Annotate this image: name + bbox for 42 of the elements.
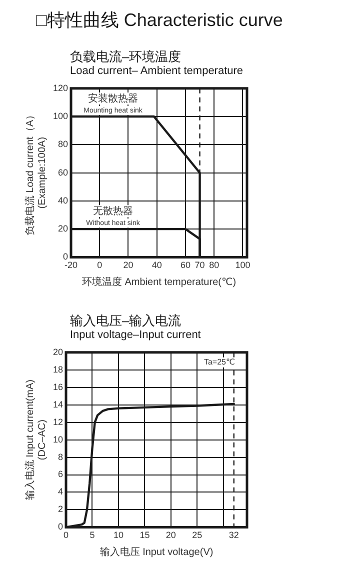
chart-title: 负载电流–环境温度 (70, 48, 182, 66)
x-tick-label: 60 (180, 260, 190, 270)
x-tick-label: 100 (235, 260, 250, 270)
text: □特性曲线 Characteristic curve (36, 9, 283, 32)
y-tick-label: 0 (63, 252, 68, 262)
y-tick-label: 8 (58, 452, 64, 462)
y-axis-title: 输入电流 Input current(mA) (DC–AC) (24, 380, 48, 500)
x-tick-label: 70 (194, 260, 205, 270)
y-tick-label: 20 (58, 224, 68, 234)
y-tick-label: 60 (58, 167, 68, 178)
y-tick-label: 10 (52, 434, 64, 444)
y-axis-title: 负载电流 Load current（A） (Example:100A) (24, 110, 48, 236)
y-tick-label: 0 (58, 522, 64, 532)
x-tick-label: 20 (166, 530, 176, 540)
y-tick-label: 120 (52, 82, 68, 93)
x-tick-label: 25 (192, 530, 202, 540)
annotation: Ta=25℃ (204, 358, 236, 367)
x-tick-label: 15 (140, 530, 150, 540)
y-tick-label: 100 (52, 111, 68, 122)
y-tick-label: 20 (52, 346, 64, 357)
x-tick-label: 80 (209, 260, 220, 270)
y-tick-label: 80 (58, 139, 68, 150)
x-tick-label: 10 (113, 530, 124, 540)
chart-title: 输入电压–输入电流 (70, 312, 182, 330)
y-tick-label: 4 (58, 486, 64, 497)
x-axis-title: 输入电压 Input voltage(V) (100, 546, 214, 558)
y-tick-label: 14 (52, 399, 64, 410)
y-tick-label: 12 (52, 416, 64, 427)
x-axis-title: 环境温度 Ambient temperature(℃) (82, 276, 236, 288)
x-tick-label: 40 (152, 260, 162, 270)
x-tick-label: -20 (64, 260, 78, 270)
chart-subtitle: Input voltage–Input current (70, 329, 201, 341)
y-tick-label: 6 (58, 469, 64, 480)
y-tick-label: 40 (58, 195, 68, 206)
x-tick-label: 0 (97, 260, 102, 270)
x-tick-label: 20 (123, 260, 134, 270)
x-tick-label: 32 (228, 530, 239, 540)
y-tick-label: 2 (58, 504, 64, 514)
y-tick-label: 18 (52, 364, 64, 374)
y-tick-label: 16 (52, 382, 64, 392)
x-tick-label: 5 (90, 530, 95, 540)
chart-subtitle: Load current– Ambient temperature (70, 65, 244, 77)
